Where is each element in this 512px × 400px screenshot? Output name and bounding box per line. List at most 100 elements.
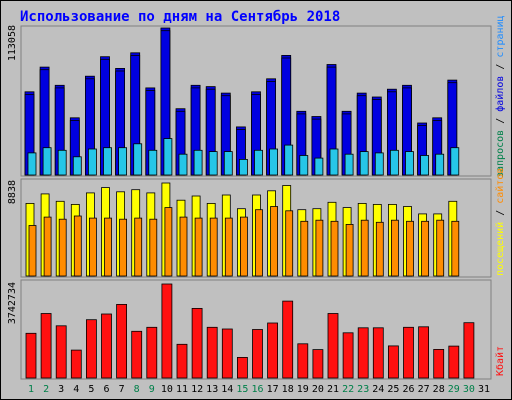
bar-bottom-0-day-10 [161, 283, 173, 379]
bar-top-2-day-29 [450, 147, 460, 176]
bar-top-2-day-3 [57, 149, 67, 176]
bar-bottom-0-day-12 [191, 307, 203, 379]
bar-bottom-0-day-16 [252, 329, 263, 379]
bar-bottom-0-day-11 [176, 343, 188, 379]
bar-bottom-0-day-18 [282, 300, 294, 379]
legend-bot-text: Кбайт [494, 346, 506, 376]
day-label-13: 13 [206, 384, 218, 395]
day-label-30: 30 [463, 384, 475, 395]
day-label-10: 10 [161, 384, 173, 395]
bar-middle-1-day-1 [28, 225, 37, 277]
bar-top-2-day-16 [254, 149, 263, 176]
bar-middle-1-day-19 [300, 220, 309, 277]
bar-middle-1-day-17 [270, 206, 279, 277]
bar-middle-1-day-23 [360, 219, 369, 277]
bar-bottom-0-day-15 [236, 356, 248, 379]
bar-middle-1-day-12 [194, 217, 203, 277]
day-label-12: 12 [191, 384, 203, 395]
bar-bottom-0-day-8 [131, 330, 143, 379]
bar-middle-1-day-27 [421, 220, 430, 277]
legend-top-part-2: файлов [494, 76, 506, 112]
bar-bottom-0-day-25 [387, 345, 399, 379]
bar-top-2-day-6 [103, 147, 112, 176]
day-labels: 1 2 3 4 5 6 7 8 9 10 11 12 13 14 15 16 17 18 19 20 21 22 23 24 2… [28, 384, 490, 395]
day-label-1: 1 [28, 384, 34, 395]
bar-middle-1-day-22 [345, 223, 354, 277]
day-label-18: 18 [282, 384, 294, 395]
ymax-hits: 113058 [7, 25, 18, 61]
day-label-29: 29 [448, 384, 460, 395]
bar-middle-1-day-2 [43, 216, 52, 277]
bar-middle-1-day-7 [119, 218, 127, 277]
day-label-7: 7 [119, 384, 125, 395]
day-label-4: 4 [73, 384, 79, 395]
bar-bottom-0-day-27 [418, 326, 430, 379]
legend-top-text: запросов / файлов / страниц [494, 15, 506, 178]
bar-top-2-day-22 [344, 153, 354, 176]
bar-bottom-0-day-30 [463, 322, 475, 379]
day-label-8: 8 [134, 384, 140, 395]
bar-bottom-0-day-23 [357, 327, 369, 379]
bar-middle-1-day-25 [390, 219, 399, 277]
legend-top-part-1: / [495, 112, 506, 130]
bar-bottom-0-day-13 [206, 326, 218, 379]
bar-top-2-day-5 [88, 148, 97, 176]
bar-bottom-0-day-9 [146, 326, 158, 379]
day-label-31: 31 [478, 384, 490, 395]
bar-bottom-0-day-7 [116, 303, 127, 379]
bar-bottom-0-day-21 [327, 313, 339, 379]
bar-top-2-day-15 [238, 158, 248, 176]
bar-bottom-0-day-5 [86, 319, 97, 379]
bar-bottom-0-day-26 [403, 326, 414, 379]
bar-middle-1-day-6 [104, 217, 112, 277]
ymax-visits: 8838 [7, 180, 18, 204]
day-label-24: 24 [372, 384, 384, 395]
day-label-5: 5 [88, 384, 94, 395]
bar-top-2-day-8 [133, 143, 143, 176]
day-label-19: 19 [297, 384, 309, 395]
bar-bottom-0-day-19 [297, 343, 309, 379]
day-label-3: 3 [58, 384, 64, 395]
bar-bottom-0-day-1 [25, 332, 37, 379]
chart-title: Использование по дням на Сентябрь 2018 [20, 9, 340, 25]
bar-bottom-0-day-28 [433, 348, 445, 379]
legend-mid-text: посещений / сайтов [494, 168, 506, 276]
bar-top-2-day-21 [329, 148, 339, 176]
day-label-16: 16 [251, 384, 263, 395]
day-label-21: 21 [327, 384, 339, 395]
bar-middle-1-day-26 [406, 220, 414, 277]
bar-middle-1-day-24 [375, 221, 384, 277]
bar-middle-1-day-3 [58, 218, 67, 277]
day-label-25: 25 [387, 384, 399, 395]
bar-top-2-day-13 [208, 151, 218, 176]
bar-top-2-day-1 [27, 152, 37, 176]
bar-bottom-0-day-24 [372, 327, 384, 379]
bar-bottom-0-day-2 [40, 313, 52, 379]
day-label-9: 9 [149, 384, 155, 395]
day-label-26: 26 [402, 384, 414, 395]
day-label-17: 17 [267, 384, 279, 395]
bar-middle-1-day-8 [134, 217, 143, 277]
legend-bot-part-0: Кбайт [494, 346, 506, 376]
bar-top-2-day-26 [405, 151, 414, 176]
bar-top-2-day-28 [435, 153, 445, 176]
legend-mid-part-2: сайтов [494, 168, 506, 204]
bar-top-2-day-24 [374, 152, 384, 176]
bar-middle-1-day-21 [330, 220, 339, 277]
bar-bottom-0-day-14 [221, 328, 233, 379]
bar-top-2-day-2 [42, 147, 52, 176]
legend-top-part-3: / [495, 58, 506, 76]
bar-bottom-0-day-3 [55, 325, 67, 379]
bar-top-2-day-10 [163, 138, 173, 176]
bar-bottom-0-day-20 [312, 349, 324, 379]
bar-top-2-day-27 [420, 155, 430, 176]
bar-middle-1-day-15 [239, 216, 248, 277]
legend-top-part-0: запросов [495, 130, 506, 178]
bar-middle-1-day-14 [224, 217, 233, 277]
ymax-kbytes: 3742734 [7, 282, 18, 324]
day-label-20: 20 [312, 384, 324, 395]
day-label-22: 22 [342, 384, 354, 395]
legend-top-part-4: страниц [495, 15, 506, 57]
day-label-14: 14 [221, 384, 233, 395]
